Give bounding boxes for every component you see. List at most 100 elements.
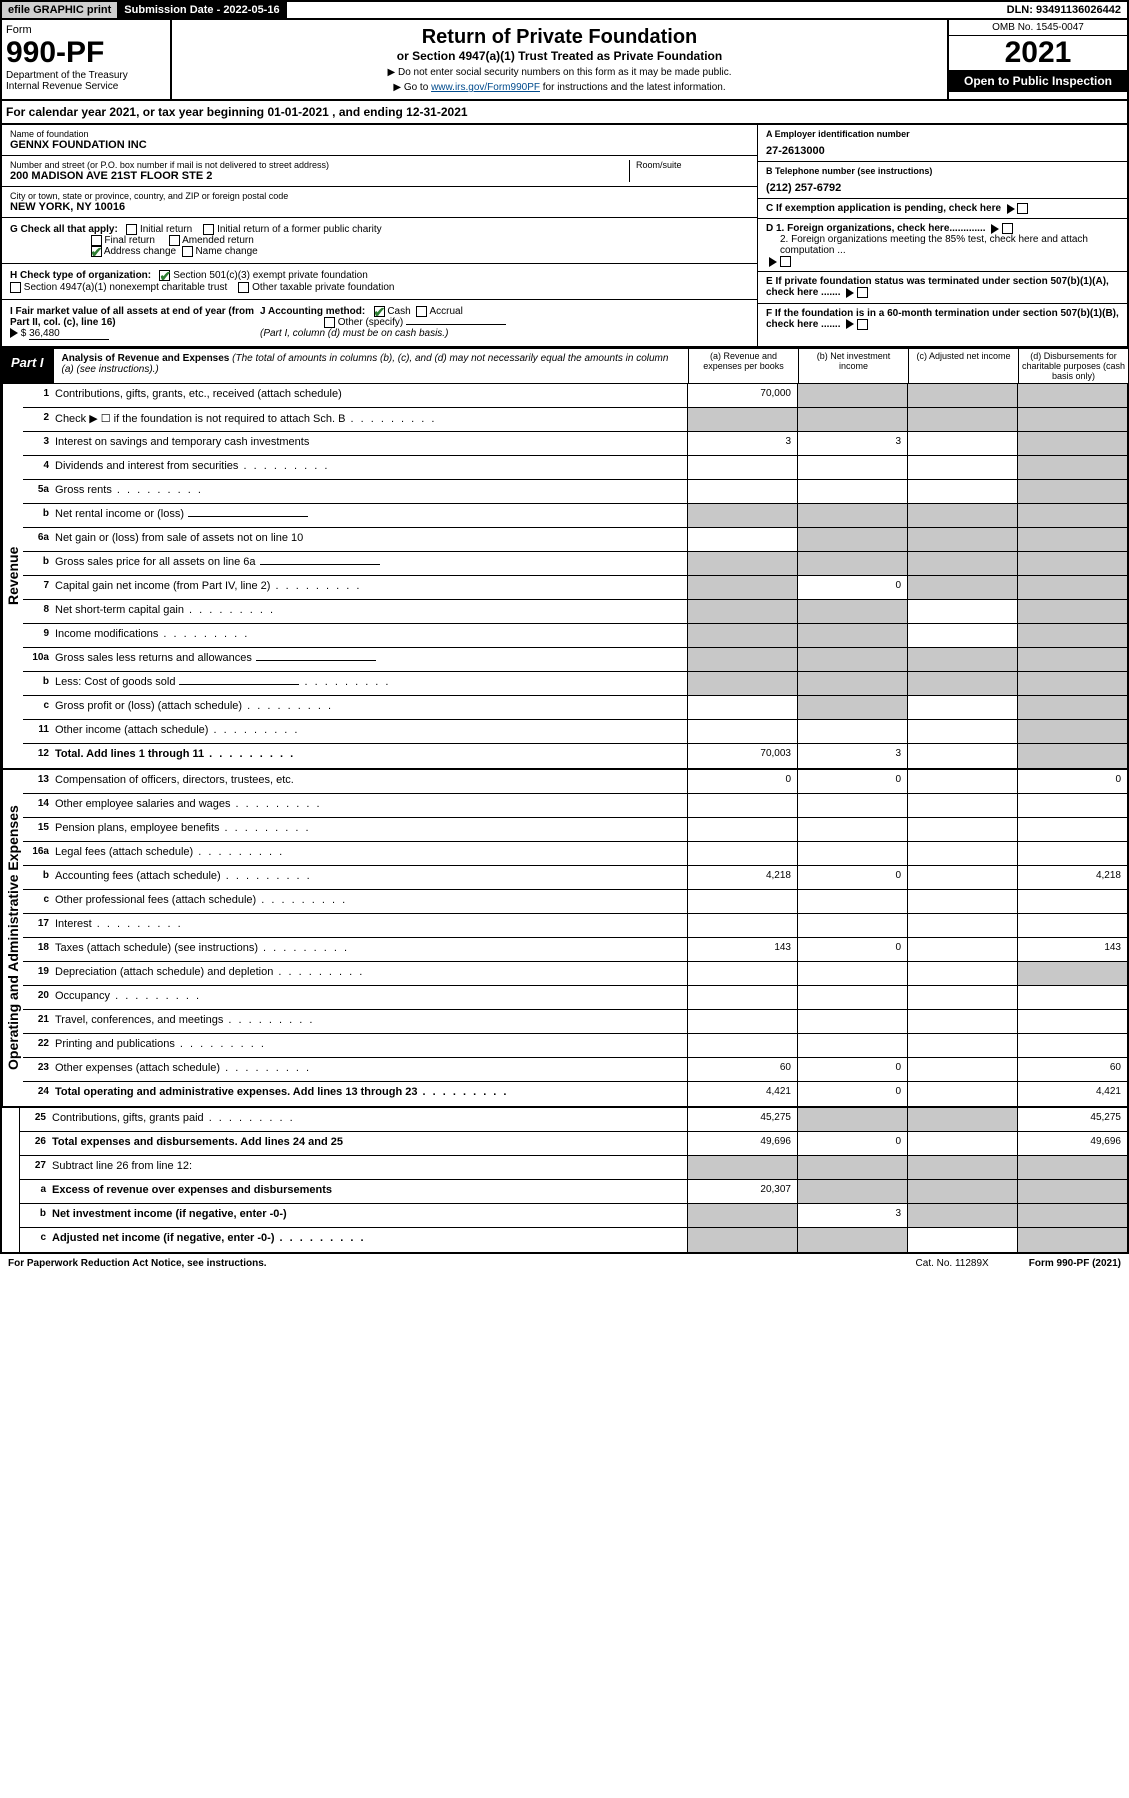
row-number: c: [20, 1228, 52, 1252]
row-number: 16a: [23, 842, 55, 865]
table-row: 21Travel, conferences, and meetings: [23, 1010, 1127, 1034]
dln-number: DLN: 93491136026442: [1001, 2, 1127, 18]
cell-d: [1017, 624, 1127, 647]
row-number: 7: [23, 576, 55, 599]
row-number: c: [23, 696, 55, 719]
table-row: bGross sales price for all assets on lin…: [23, 552, 1127, 576]
footer-right: Form 990-PF (2021): [1029, 1258, 1121, 1269]
cell-c: [907, 504, 1017, 527]
checkbox-501c3[interactable]: [159, 270, 170, 281]
cell-d: [1017, 576, 1127, 599]
cell-b: [797, 1034, 907, 1057]
expenses-side-label: Operating and Administrative Expenses: [2, 770, 23, 1106]
checkbox-other-method[interactable]: [324, 317, 335, 328]
checkbox-initial-former[interactable]: [203, 224, 214, 235]
checkbox-accrual[interactable]: [416, 306, 427, 317]
row-label: Net investment income (if negative, ente…: [52, 1204, 687, 1227]
checkbox-address-change[interactable]: [91, 246, 102, 257]
row-number: b: [23, 504, 55, 527]
checkbox-amended[interactable]: [169, 235, 180, 246]
form-title: Return of Private Foundation: [178, 26, 941, 49]
cell-b: [797, 890, 907, 913]
row-label: Other expenses (attach schedule): [55, 1058, 687, 1081]
cell-b: [797, 528, 907, 551]
dept-treasury: Department of the Treasury: [6, 70, 166, 81]
cell-d: 0: [1017, 770, 1127, 793]
cell-a: 0: [687, 770, 797, 793]
row-label: Net gain or (loss) from sale of assets n…: [55, 528, 687, 551]
cell-b: [797, 408, 907, 431]
ein-cell: A Employer identification number 27-2613…: [758, 125, 1127, 162]
revenue-rows: 1Contributions, gifts, grants, etc., rec…: [23, 384, 1127, 768]
cell-c: [907, 1132, 1017, 1155]
row-label: Total operating and administrative expen…: [55, 1082, 687, 1106]
irs-link[interactable]: www.irs.gov/Form990PF: [431, 82, 540, 93]
checkbox-e[interactable]: [857, 287, 868, 298]
cell-d: [1017, 794, 1127, 817]
row-number: b: [23, 672, 55, 695]
cell-d: 4,421: [1017, 1082, 1127, 1106]
cell-a: [687, 528, 797, 551]
section-f: F If the foundation is in a 60-month ter…: [758, 304, 1127, 334]
cell-b: [797, 986, 907, 1009]
row-number: 18: [23, 938, 55, 961]
cell-c: [907, 648, 1017, 671]
table-row: 4Dividends and interest from securities: [23, 456, 1127, 480]
cell-a: [687, 1228, 797, 1252]
row-label: Other income (attach schedule): [55, 720, 687, 743]
row-number: 4: [23, 456, 55, 479]
table-row: cAdjusted net income (if negative, enter…: [20, 1228, 1127, 1252]
table-row: 17Interest: [23, 914, 1127, 938]
row-number: b: [20, 1204, 52, 1227]
cell-c: [907, 552, 1017, 575]
row-label: Other employee salaries and wages: [55, 794, 687, 817]
cell-d: [1017, 456, 1127, 479]
row-number: 12: [23, 744, 55, 768]
cell-c: [907, 384, 1017, 407]
cell-b: [797, 720, 907, 743]
section-h: H Check type of organization: Section 50…: [2, 264, 757, 299]
row-label: Income modifications: [55, 624, 687, 647]
table-row: 20Occupancy: [23, 986, 1127, 1010]
row-label: Contributions, gifts, grants, etc., rece…: [55, 384, 687, 407]
checkbox-other-taxable[interactable]: [238, 282, 249, 293]
table-row: 15Pension plans, employee benefits: [23, 818, 1127, 842]
cell-a: [687, 794, 797, 817]
cell-d: [1017, 1204, 1127, 1227]
row-number: 23: [23, 1058, 55, 1081]
part1-columns: (a) Revenue and expenses per books (b) N…: [688, 349, 1128, 383]
cell-c: [907, 1058, 1017, 1081]
checkbox-4947[interactable]: [10, 282, 21, 293]
form-word: Form: [6, 24, 166, 36]
info-section: Name of foundation GENNX FOUNDATION INC …: [0, 125, 1129, 348]
arrow-icon: [846, 288, 854, 298]
cell-c: [907, 938, 1017, 961]
checkbox-c[interactable]: [1017, 203, 1028, 214]
cell-b: [797, 794, 907, 817]
row-number: 2: [23, 408, 55, 431]
checkbox-d1[interactable]: [1002, 223, 1013, 234]
arrow-icon: [10, 328, 18, 338]
row-label: Adjusted net income (if negative, enter …: [52, 1228, 687, 1252]
checkbox-f[interactable]: [857, 319, 868, 330]
cell-d: 4,218: [1017, 866, 1127, 889]
cell-b: [797, 1180, 907, 1203]
checkbox-d2[interactable]: [780, 256, 791, 267]
cell-b: 3: [797, 432, 907, 455]
row-label: Gross sales less returns and allowances: [55, 648, 687, 671]
col-c-header: (c) Adjusted net income: [908, 349, 1018, 383]
row-label: Net rental income or (loss): [55, 504, 687, 527]
checkbox-initial-return[interactable]: [126, 224, 137, 235]
foundation-name-cell: Name of foundation GENNX FOUNDATION INC: [2, 125, 757, 156]
cell-b: [797, 624, 907, 647]
checkbox-cash[interactable]: [374, 306, 385, 317]
row-label: Other professional fees (attach schedule…: [55, 890, 687, 913]
cell-a: [687, 890, 797, 913]
cell-d: 143: [1017, 938, 1127, 961]
row-number: 17: [23, 914, 55, 937]
cell-c: [907, 794, 1017, 817]
cell-a: [687, 504, 797, 527]
cell-d: [1017, 528, 1127, 551]
checkbox-name-change[interactable]: [182, 246, 193, 257]
cell-c: [907, 1108, 1017, 1131]
